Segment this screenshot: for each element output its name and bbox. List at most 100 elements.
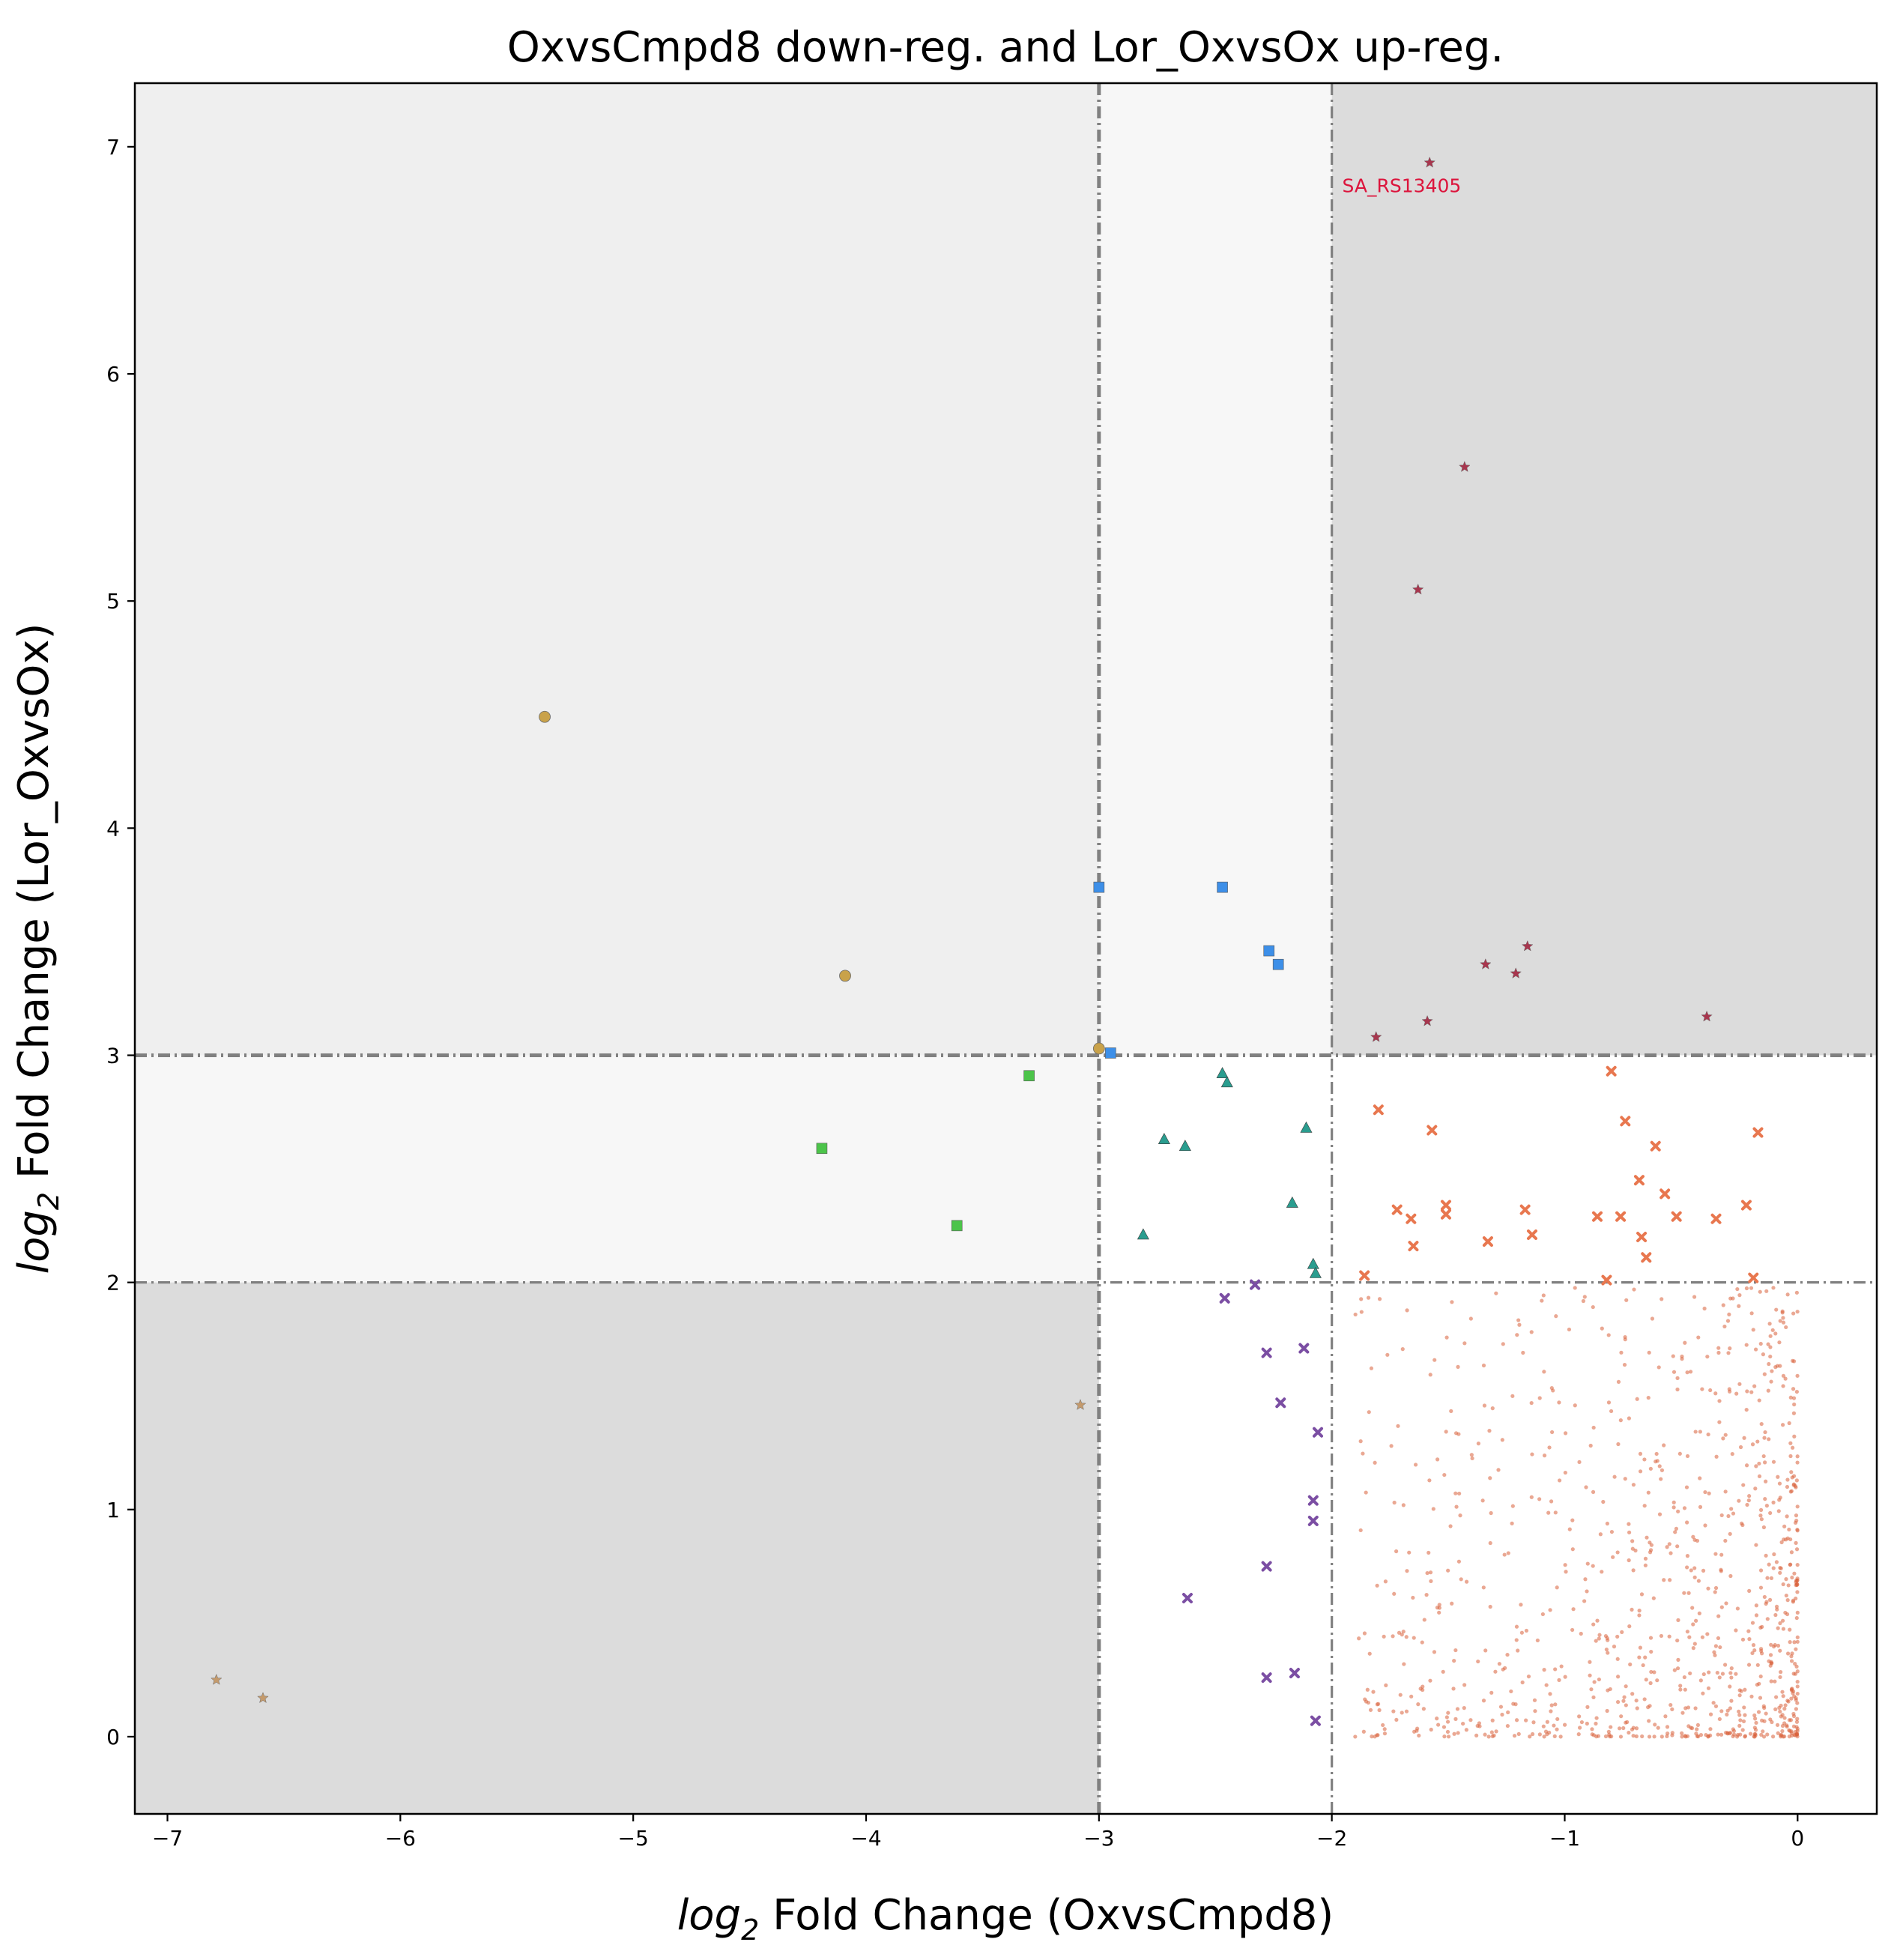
- background-point: [1464, 1579, 1469, 1584]
- background-point: [1794, 1513, 1799, 1518]
- background-point: [1675, 1387, 1680, 1392]
- background-point: [1482, 1403, 1487, 1408]
- data-point: [1370, 1031, 1382, 1042]
- background-point: [1783, 1703, 1788, 1708]
- background-point: [1754, 1543, 1758, 1547]
- data-point: [1636, 1232, 1648, 1242]
- background-point: [1487, 1429, 1492, 1433]
- background-point: [1723, 1489, 1728, 1494]
- background-point: [1780, 1310, 1785, 1315]
- background-point: [1462, 1683, 1467, 1687]
- background-point: [1757, 1398, 1761, 1403]
- background-point: [1655, 1678, 1660, 1683]
- background-point: [1761, 1734, 1767, 1739]
- data-point: [1740, 1200, 1752, 1211]
- background-point: [1615, 1700, 1621, 1705]
- background-point: [1694, 1731, 1698, 1736]
- background-point: [1685, 1565, 1689, 1570]
- background-point: [1657, 1512, 1662, 1516]
- background-point: [1788, 1718, 1794, 1722]
- data-point: [1216, 1067, 1229, 1079]
- background-point: [1690, 1606, 1695, 1610]
- background-point: [1627, 1624, 1632, 1629]
- data-point: [951, 1220, 963, 1232]
- background-point: [1516, 1731, 1521, 1736]
- background-point: [1645, 1535, 1649, 1540]
- x-tick-label: −4: [850, 1826, 881, 1851]
- background-point: [1688, 1671, 1692, 1676]
- background-point: [1424, 1593, 1429, 1597]
- background-point: [1615, 1675, 1621, 1679]
- background-point: [1420, 1640, 1424, 1645]
- background-point: [1698, 1678, 1703, 1683]
- background-point: [1489, 1730, 1494, 1734]
- x-tick-label: −1: [1549, 1826, 1580, 1851]
- background-point: [1526, 1674, 1531, 1679]
- background-point: [1795, 1639, 1800, 1644]
- background-point: [1609, 1725, 1613, 1729]
- background-point: [1456, 1559, 1462, 1564]
- background-point: [1468, 1316, 1473, 1321]
- background-point: [1453, 1431, 1459, 1436]
- background-point: [1781, 1316, 1785, 1320]
- background-point: [1545, 1719, 1549, 1724]
- background-point: [1767, 1562, 1771, 1567]
- background-point: [1705, 1355, 1710, 1359]
- background-point: [1366, 1700, 1371, 1705]
- background-point: [1793, 1520, 1798, 1525]
- data-point: [1261, 1672, 1272, 1684]
- background-point: [1778, 1319, 1782, 1323]
- data-point: [1307, 1515, 1319, 1526]
- background-point: [1483, 1648, 1488, 1653]
- background-point: [1683, 1734, 1688, 1739]
- background-point: [1512, 1734, 1517, 1738]
- background-point: [1701, 1672, 1706, 1677]
- background-point: [1488, 1476, 1492, 1480]
- background-point: [1778, 1565, 1782, 1570]
- background-point: [1670, 1707, 1674, 1711]
- data-point: [1179, 1140, 1191, 1152]
- background-point: [1428, 1678, 1432, 1683]
- background-point: [1675, 1638, 1680, 1643]
- background-point: [1788, 1454, 1793, 1459]
- background-point: [1687, 1635, 1692, 1639]
- background-point: [1642, 1697, 1647, 1702]
- background-point: [1648, 1681, 1653, 1686]
- background-point: [1794, 1615, 1799, 1621]
- background-point: [1577, 1714, 1582, 1719]
- background-point: [1789, 1696, 1794, 1701]
- background-point: [1717, 1399, 1722, 1403]
- background-point: [1619, 1350, 1624, 1355]
- background-point: [1428, 1570, 1433, 1575]
- background-point: [1552, 1734, 1557, 1738]
- background-point: [1608, 1687, 1612, 1692]
- data-point: [1250, 1279, 1261, 1290]
- background-point: [1719, 1605, 1724, 1609]
- background-point: [1618, 1734, 1624, 1739]
- background-point: [1781, 1582, 1785, 1587]
- background-point: [1630, 1546, 1635, 1551]
- background-point: [1382, 1731, 1388, 1736]
- background-point: [1583, 1577, 1588, 1582]
- background-point: [1728, 1531, 1732, 1536]
- background-point: [1737, 1304, 1741, 1308]
- background-point: [1425, 1570, 1429, 1576]
- background-point: [1630, 1607, 1634, 1612]
- background-point: [1752, 1713, 1757, 1718]
- background-point: [1706, 1432, 1710, 1437]
- x-axis-ticks: −7 −6 −5 −4 −3 −2 −1 0: [152, 1814, 1804, 1851]
- background-point: [1728, 1684, 1732, 1689]
- background-point: [1707, 1491, 1711, 1495]
- background-point: [1404, 1709, 1409, 1714]
- background-point: [1362, 1631, 1367, 1636]
- background-point: [1698, 1476, 1702, 1480]
- background-point: [1740, 1637, 1746, 1642]
- background-point: [1600, 1570, 1604, 1574]
- background-point: [1707, 1670, 1711, 1675]
- background-point: [1794, 1478, 1799, 1483]
- data-point: [1093, 881, 1105, 893]
- background-point: [1412, 1729, 1417, 1734]
- background-point: [1398, 1693, 1403, 1697]
- background-point: [1509, 1689, 1513, 1694]
- data-point: [1310, 1715, 1321, 1726]
